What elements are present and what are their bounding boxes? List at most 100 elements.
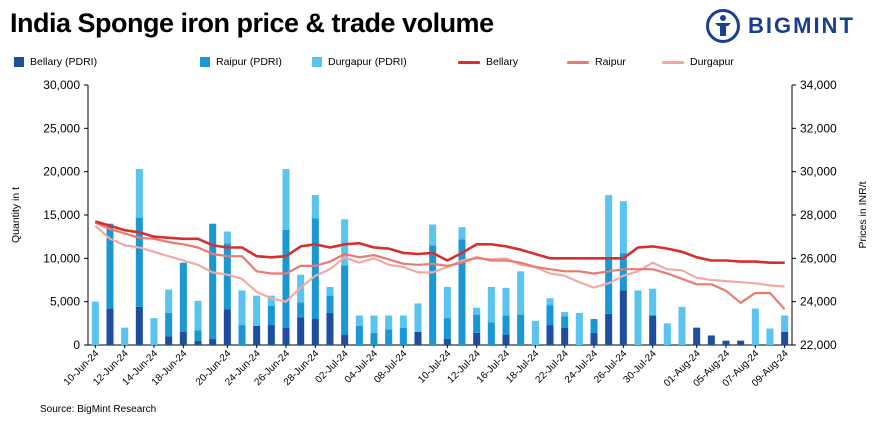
bar-durgapur-pdri: [546, 298, 554, 306]
legend-label: Durgapur (PDRI): [328, 56, 407, 68]
bar-raipur-pdri: [370, 332, 378, 345]
legend-swatch-durgapur: [662, 60, 684, 64]
chart-legend: Bellary (PDRI) Raipur (PDRI) Durgapur (P…: [14, 56, 874, 72]
bar-bellary-pdri: [209, 338, 217, 345]
bar-raipur-pdri: [179, 262, 187, 332]
line-raipur: [94, 221, 786, 311]
y2-tick-label: 24,000: [800, 295, 837, 309]
y-axis-title: Quantity in t: [10, 187, 22, 243]
legend-item-raipur: Raipur: [567, 56, 626, 68]
bar-raipur-pdri: [297, 302, 305, 318]
legend-swatch-bellary: [458, 60, 480, 64]
bar-bellary-pdri: [561, 327, 569, 345]
legend-label: Raipur: [595, 56, 626, 68]
bar-durgapur-pdri: [267, 295, 275, 306]
y-tick-label: 5,000: [50, 295, 80, 309]
y-tick-label: 20,000: [43, 165, 80, 179]
y-tick-label: 25,000: [43, 121, 80, 135]
bar-raipur-pdri: [385, 329, 393, 345]
bar-bellary-pdri: [781, 332, 789, 345]
y2-tick-label: 28,000: [800, 208, 837, 222]
bar-bellary-pdri: [502, 334, 510, 345]
bar-bellary-pdri: [282, 327, 290, 345]
bar-raipur-pdri: [267, 306, 275, 326]
legend-item-bellary: Bellary: [458, 56, 518, 68]
bar-raipur-pdri: [443, 318, 451, 339]
y2-tick-label: 22,000: [800, 338, 837, 352]
y-tick-label: 30,000: [43, 78, 80, 92]
bar-bellary-pdri: [194, 340, 202, 345]
legend-item-durgapur: Durgapur: [662, 56, 734, 68]
bar-raipur-pdri: [502, 315, 510, 335]
y2-axis-title: Prices in INR/t: [857, 181, 869, 248]
page-title: India Sponge iron price & trade volume: [10, 8, 494, 38]
bar-bellary-pdri: [605, 313, 613, 345]
bar-durgapur-pdri: [678, 306, 686, 345]
bar-bellary-pdri: [106, 308, 114, 345]
legend-label: Durgapur: [690, 56, 734, 68]
bar-bellary-pdri: [414, 332, 422, 345]
legend-swatch-bellary-pdri: [14, 57, 24, 67]
bar-bellary-pdri: [341, 334, 349, 345]
bar-bellary-pdri: [311, 319, 319, 345]
bar-durgapur-pdri: [355, 315, 363, 326]
bar-raipur-pdri: [282, 229, 290, 328]
bar-durgapur-pdri: [766, 328, 774, 345]
bar-durgapur-pdri: [502, 287, 510, 316]
legend-swatch-raipur: [567, 60, 589, 64]
bar-durgapur-pdri: [634, 290, 642, 345]
bar-raipur-pdri: [238, 325, 246, 345]
bar-durgapur-pdri: [223, 231, 231, 244]
bar-durgapur-pdri: [165, 289, 173, 313]
bar-raipur-pdri: [311, 218, 319, 319]
bar-raipur-pdri: [209, 223, 217, 339]
legend-item-durgapur-pdri: Durgapur (PDRI): [312, 56, 407, 68]
bar-raipur-pdri: [341, 265, 349, 335]
bar-bellary-pdri: [693, 327, 701, 345]
bar-bellary-pdri: [253, 325, 261, 345]
bar-durgapur-pdri: [781, 315, 789, 332]
bar-durgapur-pdri: [561, 312, 569, 317]
bar-durgapur-pdri: [341, 219, 349, 266]
bigmint-logo-icon: [706, 9, 740, 43]
bar-bellary-pdri: [473, 332, 481, 345]
bar-bellary-pdri: [326, 312, 334, 345]
bar-raipur-pdri: [473, 314, 481, 333]
legend-swatch-durgapur-pdri: [312, 57, 322, 67]
y-tick-label: 10,000: [43, 251, 80, 265]
bar-durgapur-pdri: [751, 308, 759, 345]
bar-durgapur-pdri: [414, 303, 422, 332]
bar-raipur-pdri: [590, 319, 598, 333]
bar-durgapur-pdri: [487, 286, 495, 323]
bar-durgapur-pdri: [282, 169, 290, 230]
y2-tick-label: 32,000: [800, 121, 837, 135]
legend-label: Raipur (PDRI): [216, 56, 282, 68]
bar-raipur-pdri: [517, 314, 525, 345]
bar-durgapur-pdri: [121, 327, 129, 345]
bar-durgapur-pdri: [531, 320, 539, 345]
x-tick-label: 08-Jul-24: [372, 348, 410, 386]
legend-swatch-raipur-pdri: [200, 57, 210, 67]
y2-tick-label: 34,000: [800, 78, 837, 92]
bar-durgapur-pdri: [194, 300, 202, 331]
y2-tick-label: 30,000: [800, 165, 837, 179]
legend-item-bellary-pdri: Bellary (PDRI): [14, 56, 97, 68]
source-note: Source: BigMint Research: [40, 404, 157, 415]
bar-raipur-pdri: [223, 243, 231, 310]
bar-durgapur-pdri: [619, 201, 627, 254]
y2-tick-label: 26,000: [800, 251, 837, 265]
bar-durgapur-pdri: [663, 323, 671, 345]
bar-durgapur-pdri: [473, 307, 481, 315]
bar-durgapur-pdri: [385, 315, 393, 330]
bar-durgapur-pdri: [311, 195, 319, 219]
brand-name: BIGMINT: [748, 13, 855, 38]
line-bellary: [94, 220, 785, 265]
bar-durgapur-pdri: [326, 286, 334, 296]
bar-bellary-pdri: [297, 317, 305, 345]
brand-logo: BIGMINT: [706, 9, 855, 43]
bar-bellary-pdri: [619, 290, 627, 345]
bar-durgapur-pdri: [649, 288, 657, 316]
bar-raipur-pdri: [106, 223, 114, 309]
legend-item-raipur-pdri: Raipur (PDRI): [200, 56, 282, 68]
bar-raipur-pdri: [561, 316, 569, 328]
